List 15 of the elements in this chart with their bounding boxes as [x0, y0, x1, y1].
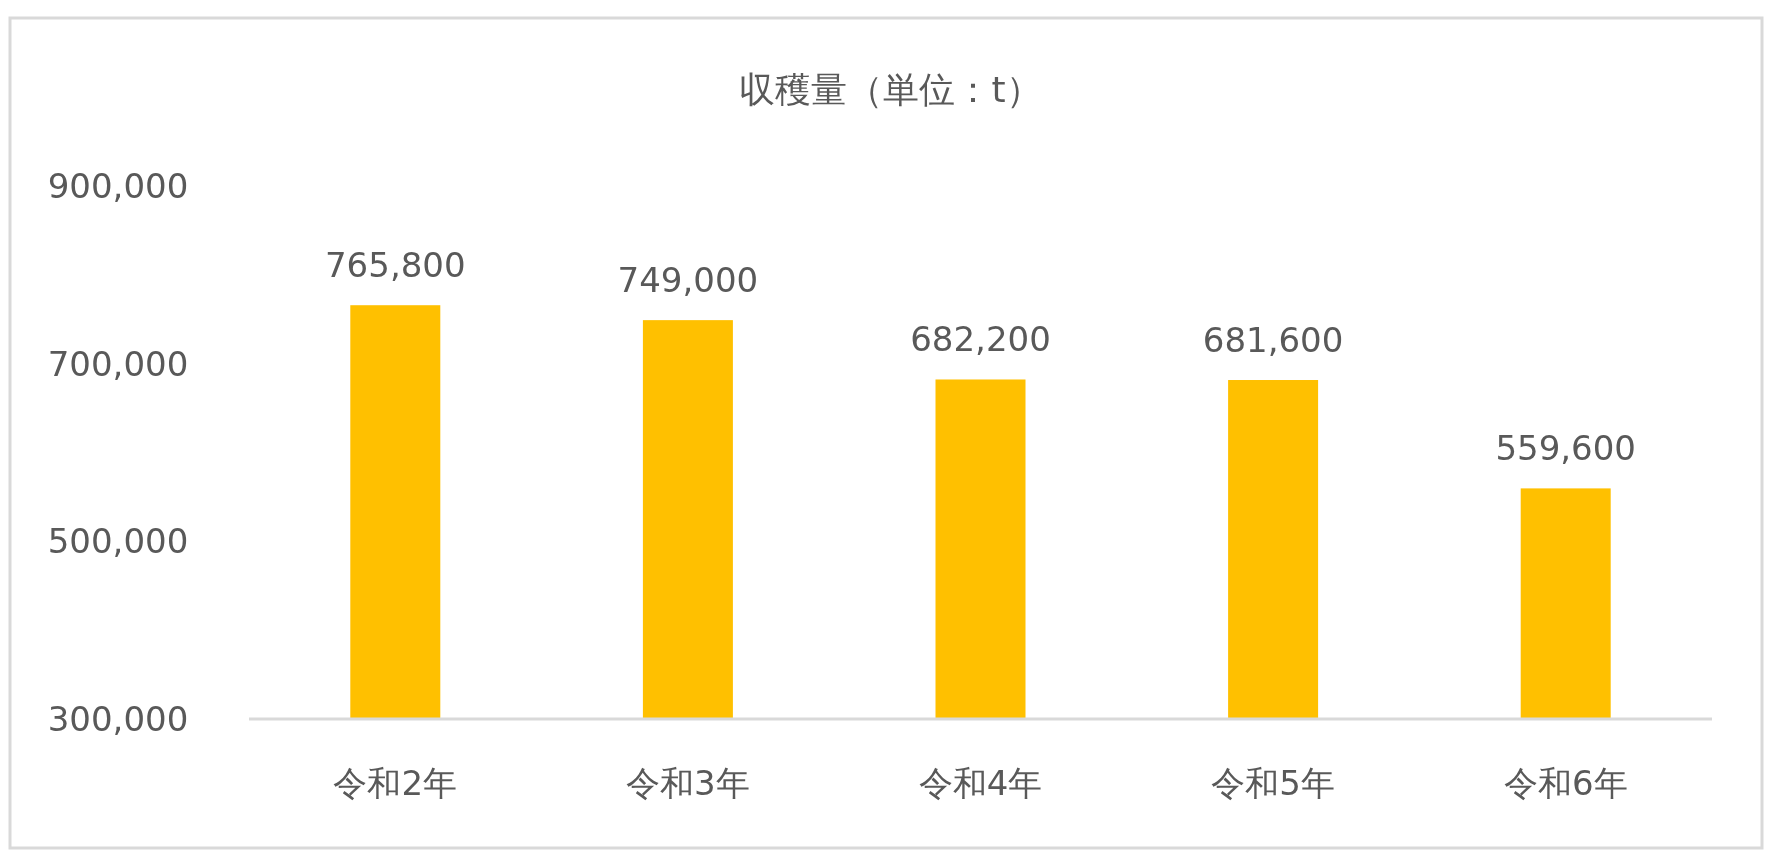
- x-tick-label: 令和5年: [1211, 763, 1335, 803]
- x-tick-label: 令和2年: [333, 763, 458, 803]
- data-label: 765,800: [325, 245, 466, 286]
- data-label: 682,200: [910, 319, 1051, 360]
- data-label: 749,000: [617, 260, 759, 301]
- y-tick-label: 300,000: [47, 699, 189, 739]
- x-tick-label: 令和4年: [918, 763, 1043, 803]
- data-label: 681,600: [1202, 320, 1344, 361]
- y-tick-label: 500,000: [47, 521, 189, 562]
- x-tick-label: 令和3年: [626, 763, 750, 803]
- y-tick-label: 900,000: [47, 166, 189, 206]
- data-label: 559,600: [1495, 428, 1636, 469]
- chart-title: 収穫量（単位：t）: [739, 69, 1042, 110]
- y-tick-label: 700,000: [47, 343, 189, 384]
- x-tick-label: 令和6年: [1503, 763, 1628, 803]
